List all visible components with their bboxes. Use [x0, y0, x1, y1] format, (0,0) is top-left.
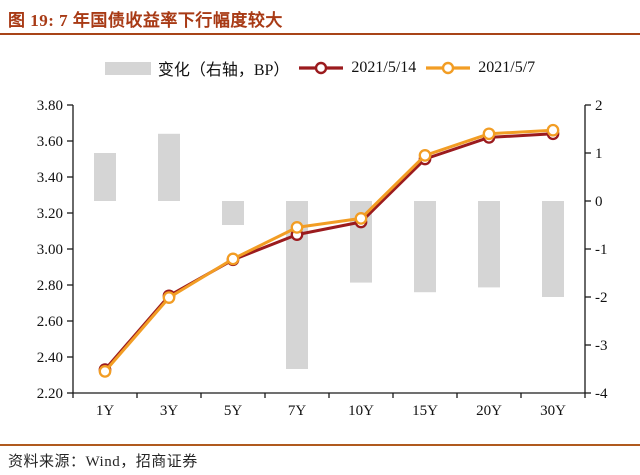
marker-2021-5-7-30Y [546, 123, 560, 137]
figure-title: 图 19: 7 年国债收益率下行幅度较大 [8, 11, 283, 30]
marker-2021-5-7-7Y [290, 221, 304, 234]
left-axis-label: 2.60 [37, 314, 63, 330]
change-bar-15Y [414, 201, 436, 293]
footer-divider [0, 444, 640, 446]
change-bar-1Y [94, 153, 116, 201]
legend-item-2021-5-14: 2021/5/14 [298, 59, 416, 77]
left-axis-label: 3.60 [37, 134, 63, 150]
x-axis-label: 10Y [348, 403, 374, 419]
marker-2021-5-7-20Y [482, 127, 496, 141]
marker-2021-5-7-10Y [354, 212, 368, 225]
x-axis-label: 3Y [160, 403, 179, 419]
change-bar-7Y [286, 201, 308, 369]
change-bar-30Y [542, 201, 564, 297]
legend-item-change: 变化（右轴，BP） [104, 56, 290, 80]
marker-2021-5-7-1Y [98, 365, 112, 378]
left-axis-label: 2.20 [37, 386, 63, 402]
right-axis-label: -4 [595, 386, 608, 402]
x-axis-label: 5Y [224, 403, 243, 419]
left-axis-label: 2.40 [37, 350, 63, 366]
left-axis-label: 3.80 [37, 98, 63, 114]
right-axis-label: 0 [595, 194, 603, 210]
right-axis-label: -1 [595, 242, 608, 258]
legend-label-2021-5-7: 2021/5/7 [478, 59, 536, 76]
x-axis-label: 30Y [540, 403, 566, 419]
right-axis-label: 1 [595, 146, 603, 162]
x-axis-label: 15Y [412, 403, 438, 419]
line-marker-icon [299, 61, 344, 75]
change-bar-20Y [478, 201, 500, 288]
source-note: 资料来源：Wind，招商证券 [8, 454, 198, 470]
x-axis-label: 20Y [476, 403, 502, 419]
marker-2021-5-7-5Y [226, 252, 240, 266]
left-axis-label: 3.20 [37, 206, 63, 222]
marker-2021-5-7-3Y [162, 291, 176, 304]
left-axis-label: 3.40 [37, 170, 63, 186]
legend-label-2021-5-14: 2021/5/14 [351, 59, 417, 76]
bar-swatch-icon [104, 61, 151, 75]
right-axis-label: -2 [595, 290, 608, 306]
marker-2021-5-7-15Y [418, 149, 432, 162]
legend-label-change: 变化（右轴，BP） [157, 62, 290, 79]
change-bar-5Y [222, 201, 244, 225]
x-axis-label: 7Y [288, 403, 307, 419]
title-divider [0, 33, 640, 35]
legend-item-2021-5-7: 2021/5/7 [425, 59, 535, 77]
right-axis-label: -3 [595, 338, 608, 354]
left-axis-label: 2.80 [37, 278, 63, 294]
line-2021-5-7 [103, 128, 555, 373]
chart-legend: 变化（右轴，BP） 2021/5/14 2021/5/7 [0, 55, 640, 81]
x-axis-label: 1Y [96, 403, 115, 419]
change-bar-3Y [158, 133, 180, 201]
right-axis-label: 2 [595, 98, 603, 114]
left-axis-label: 3.00 [37, 242, 63, 258]
line-marker-icon [426, 61, 471, 75]
